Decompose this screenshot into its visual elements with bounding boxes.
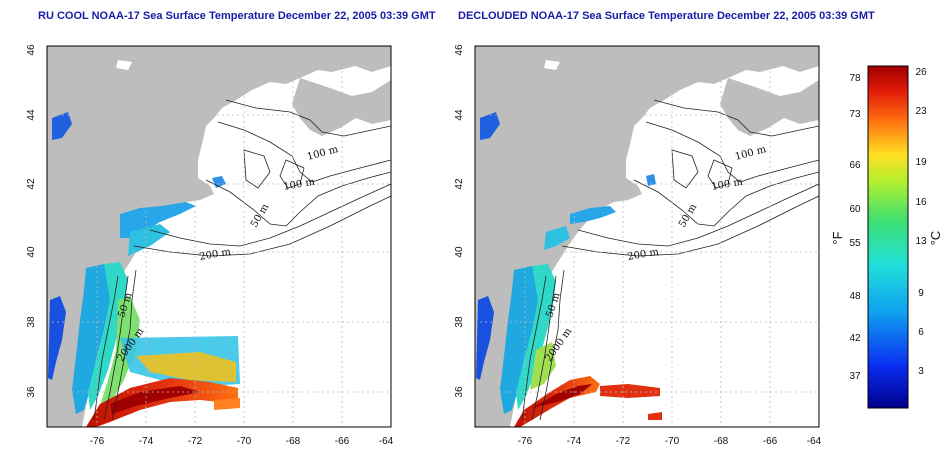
right-map-panel: 100 m 100 m 50 m 200 m 50 m 2000 m -76 -…	[454, 44, 822, 447]
left-panel-title: RU COOL NOAA-17 Sea Surface Temperature …	[38, 10, 436, 22]
right-lat-tick: 38	[454, 316, 465, 328]
right-lat-tick: 46	[454, 44, 465, 56]
right-lat-tick: 36	[454, 386, 465, 398]
colorbar-gradient	[867, 65, 909, 409]
left-sst-speckle-warm	[136, 352, 236, 382]
celsius-tick: 9	[918, 288, 924, 299]
right-sst-great-lakes	[480, 112, 500, 140]
fahrenheit-tick: 73	[849, 109, 861, 120]
celsius-tick: 6	[918, 327, 924, 338]
left-y-axis: 36 38 40 42 44 46	[26, 44, 37, 398]
right-sst-shelf-water	[516, 264, 556, 410]
celsius-tick: 23	[915, 106, 927, 117]
celsius-tick: 19	[915, 157, 927, 168]
right-lon-tick: -76	[518, 436, 533, 447]
celsius-tick: 16	[915, 197, 927, 208]
left-grid-lines	[47, 46, 391, 427]
left-land-mass	[47, 46, 391, 427]
celsius-tick: 13	[915, 236, 927, 247]
left-bathymetry-contours	[93, 99, 391, 421]
left-lat-tick: 44	[26, 109, 37, 121]
right-lon-tick: -68	[714, 436, 729, 447]
right-x-axis: -76 -74 -72 -70 -68 -66 -64	[518, 436, 822, 447]
fahrenheit-tick: 55	[849, 238, 861, 249]
right-lon-tick: -66	[763, 436, 778, 447]
fahrenheit-tick: 37	[849, 371, 861, 382]
right-bathymetry-contours	[521, 99, 819, 421]
fahrenheit-tick: 78	[849, 73, 861, 84]
right-lon-tick: -72	[616, 436, 631, 447]
left-sst-warm-tail	[214, 398, 240, 410]
left-lat-tick: 40	[26, 246, 37, 258]
right-gulf-of-maine-inlet	[634, 150, 650, 180]
right-sst-warm-tail	[600, 384, 660, 398]
right-lat-tick: 42	[454, 178, 465, 190]
left-maritimes-land	[292, 78, 391, 136]
left-lake	[116, 60, 132, 70]
left-sst-shelf-north	[120, 202, 196, 238]
right-lon-tick: -64	[807, 436, 822, 447]
fahrenheit-tick: 60	[849, 204, 861, 215]
left-sst-long-island	[128, 224, 170, 256]
right-panel-title: DECLOUDED NOAA-17 Sea Surface Temperatur…	[458, 10, 875, 22]
left-gulf-of-maine-inlet	[206, 150, 222, 180]
right-sst-warm-speck	[648, 412, 662, 420]
left-sst-gulf-stream	[86, 378, 238, 427]
left-lat-tick: 38	[26, 316, 37, 328]
left-lon-tick: -74	[139, 436, 154, 447]
right-sst-shelf-north	[570, 206, 616, 224]
left-lat-tick: 42	[26, 178, 37, 190]
right-land-mass	[475, 46, 819, 427]
left-sst-chesapeake	[48, 296, 66, 380]
right-sst-gulf-stream-core	[532, 384, 592, 408]
right-lon-tick: -70	[665, 436, 680, 447]
right-sst-chesapeake	[476, 296, 494, 380]
right-lake	[544, 60, 560, 70]
left-lon-tick: -72	[188, 436, 203, 447]
right-lat-tick: 44	[454, 109, 465, 121]
left-map-panel: 100 m 100 m 50 m 200 m 50 m 2000 m -76 -…	[26, 44, 394, 447]
sst-colorbar: 78 73 66 60 55 48 42 37 26 23 19 16 13 9…	[830, 65, 943, 409]
left-sst-great-lakes	[52, 112, 72, 140]
fahrenheit-tick: 48	[849, 291, 861, 302]
left-lon-tick: -68	[286, 436, 301, 447]
fahrenheit-tick: 66	[849, 160, 861, 171]
left-lon-tick: -66	[335, 436, 350, 447]
right-y-axis: 36 38 40 42 44 46	[454, 44, 465, 398]
left-lon-tick: -76	[90, 436, 105, 447]
right-lat-tick: 40	[454, 246, 465, 258]
right-lon-tick: -74	[567, 436, 582, 447]
left-lat-tick: 46	[26, 44, 37, 56]
right-maritimes-land	[720, 78, 819, 136]
right-sst-long-island	[544, 226, 570, 250]
left-sst-gulf-stream-core	[110, 386, 200, 414]
right-map-frame	[474, 45, 820, 428]
left-lon-tick: -70	[237, 436, 252, 447]
right-sst-mass-bay	[646, 174, 656, 186]
right-grid-lines	[475, 46, 819, 427]
left-sst-shelf-water	[88, 262, 128, 410]
left-sst-nearshore	[72, 264, 112, 414]
left-x-axis: -76 -74 -72 -70 -68 -66 -64	[90, 436, 394, 447]
left-sst-slope-band	[98, 296, 140, 412]
left-lon-tick: -64	[379, 436, 394, 447]
celsius-tick: 3	[918, 366, 924, 377]
fahrenheit-tick: 42	[849, 333, 861, 344]
celsius-label: °C	[928, 231, 943, 246]
left-map-frame	[46, 45, 392, 428]
celsius-tick: 26	[915, 67, 927, 78]
left-lat-tick: 36	[26, 386, 37, 398]
right-sst-nearshore	[500, 266, 540, 414]
fahrenheit-label: °F	[830, 231, 845, 244]
